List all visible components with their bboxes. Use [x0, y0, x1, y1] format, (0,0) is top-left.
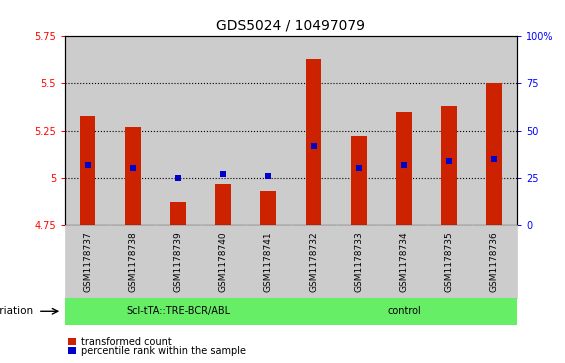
Text: percentile rank within the sample: percentile rank within the sample — [81, 346, 246, 356]
Text: GSM1178735: GSM1178735 — [445, 231, 454, 292]
Bar — [336, 36, 381, 225]
Text: Scl-tTA::TRE-BCR/ABL: Scl-tTA::TRE-BCR/ABL — [126, 306, 230, 316]
Title: GDS5024 / 10497079: GDS5024 / 10497079 — [216, 19, 366, 32]
Text: GSM1178738: GSM1178738 — [128, 231, 137, 292]
Bar — [291, 298, 517, 325]
Bar — [291, 36, 336, 225]
Bar — [336, 225, 381, 298]
Bar — [472, 36, 517, 225]
Bar — [125, 127, 141, 225]
Bar — [427, 225, 472, 298]
Bar — [65, 298, 291, 325]
Text: transformed count: transformed count — [81, 337, 172, 347]
Text: control: control — [387, 306, 421, 316]
Text: GSM1178740: GSM1178740 — [219, 231, 228, 292]
Bar — [110, 225, 155, 298]
Bar — [260, 191, 276, 225]
Bar — [68, 338, 76, 345]
Bar — [80, 115, 95, 225]
Text: GSM1178732: GSM1178732 — [309, 231, 318, 292]
Text: GSM1178736: GSM1178736 — [490, 231, 499, 292]
Bar — [170, 203, 186, 225]
Bar — [306, 59, 321, 225]
Bar — [427, 36, 472, 225]
Bar — [486, 83, 502, 225]
Bar — [65, 225, 110, 298]
Bar — [201, 36, 246, 225]
Bar — [68, 347, 76, 354]
Bar — [155, 36, 201, 225]
Bar — [155, 225, 201, 298]
Bar — [351, 136, 367, 225]
Bar — [381, 36, 427, 225]
Bar — [381, 225, 427, 298]
Text: GSM1178733: GSM1178733 — [354, 231, 363, 292]
Text: GSM1178739: GSM1178739 — [173, 231, 182, 292]
Bar — [396, 112, 412, 225]
Bar — [246, 36, 291, 225]
Text: GSM1178734: GSM1178734 — [399, 231, 408, 292]
Bar — [110, 36, 155, 225]
Bar — [291, 225, 336, 298]
Bar — [215, 184, 231, 225]
Text: GSM1178741: GSM1178741 — [264, 231, 273, 292]
Bar — [65, 36, 110, 225]
Bar — [441, 106, 457, 225]
Bar — [246, 225, 291, 298]
Bar — [201, 225, 246, 298]
Text: GSM1178737: GSM1178737 — [83, 231, 92, 292]
Bar — [472, 225, 517, 298]
Text: genotype/variation: genotype/variation — [0, 306, 34, 316]
